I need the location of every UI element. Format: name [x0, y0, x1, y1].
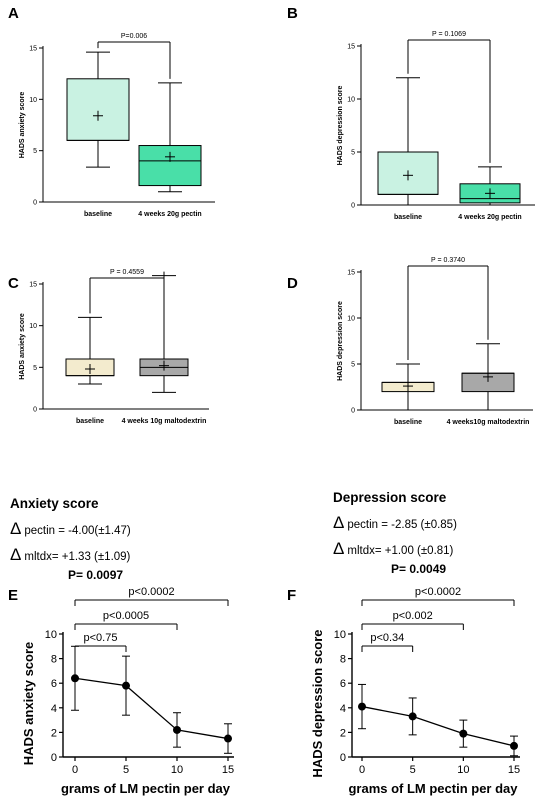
- y-tick-label-c: 15: [29, 282, 37, 289]
- p-value-label-b: P = 0.1069: [432, 31, 466, 38]
- x-axis-label-e: grams of LM pectin per day: [61, 781, 231, 796]
- category-label-a: 4 weeks 20g pectin: [138, 211, 201, 218]
- y-tick-label-c: 10: [29, 323, 37, 330]
- y-tick-label-f: 6: [340, 678, 346, 690]
- panel-letter-c: C: [8, 275, 19, 292]
- panel-letter-e: E: [8, 587, 18, 604]
- category-label-d: 4 weeks10g maltodextrin: [447, 419, 530, 426]
- y-tick-label-a: 10: [29, 97, 37, 104]
- y-tick-label-a: 15: [29, 46, 37, 53]
- y-tick-label-f: 8: [340, 654, 346, 666]
- p-value-label-a: P=0.006: [121, 33, 147, 40]
- depression-p-value: P= 0.0049: [391, 562, 447, 576]
- x-axis-label-f: grams of LM pectin per day: [348, 781, 518, 796]
- data-point-f: [459, 729, 468, 738]
- anxiety-stats-title: Anxiety score: [10, 496, 99, 511]
- y-tick-label-f: 0: [340, 752, 346, 764]
- sig-label-e: p<0.0005: [103, 610, 149, 622]
- delta-symbol: Δ: [333, 513, 345, 532]
- y-tick-label-d: 5: [351, 362, 355, 369]
- series-line-f: [361, 705, 515, 747]
- y-axis-label-b: HADS depression score: [337, 86, 344, 166]
- data-point-e: [224, 734, 232, 743]
- data-point-e: [173, 725, 181, 734]
- box-a: [138, 145, 202, 187]
- sig-label-f: p<0.0002: [415, 586, 461, 598]
- y-axis-label-a: HADS anxiety score: [19, 92, 26, 159]
- y-tick-label-f: 10: [334, 629, 346, 641]
- y-tick-label-e: 4: [51, 703, 57, 715]
- category-label-c: baseline: [76, 418, 104, 425]
- y-tick-label-a: 5: [33, 148, 37, 155]
- delta-symbol: Δ: [10, 519, 22, 538]
- y-tick-label-b: 0: [351, 203, 355, 210]
- y-tick-label-a: 0: [33, 200, 37, 207]
- category-label-d: baseline: [394, 419, 422, 426]
- x-tick-label-e: 0: [72, 764, 78, 776]
- data-point-f: [408, 712, 417, 721]
- y-tick-label-e: 6: [51, 678, 57, 690]
- y-tick-label-e: 0: [51, 752, 57, 764]
- x-tick-label-f: 15: [508, 764, 520, 776]
- x-tick-label-e: 15: [222, 764, 234, 776]
- y-axis-label-f: HADS depression score: [310, 629, 325, 777]
- p-value-label-d: P = 0.3740: [431, 257, 465, 264]
- category-label-b: baseline: [394, 214, 422, 221]
- sig-label-e: p<0.75: [84, 632, 118, 644]
- p-value-label-c: P = 0.4559: [110, 269, 144, 276]
- depression-stats-title: Depression score: [333, 490, 447, 505]
- data-point-e: [71, 674, 79, 683]
- y-tick-label-b: 10: [347, 97, 355, 104]
- data-point-f: [358, 702, 366, 711]
- y-tick-label-d: 10: [347, 316, 355, 323]
- delta-symbol: Δ: [10, 545, 22, 564]
- y-tick-label-e: 8: [51, 654, 57, 666]
- y-axis-label-e: HADS anxiety score: [21, 642, 36, 766]
- y-tick-label-f: 2: [340, 727, 346, 739]
- y-tick-label-e: 10: [45, 629, 57, 641]
- box-a: [66, 78, 130, 141]
- category-label-c: 4 weeks 10g maltodextrin: [122, 418, 207, 425]
- y-tick-label-d: 15: [347, 270, 355, 277]
- x-tick-label-f: 10: [457, 764, 469, 776]
- sig-label-f: p<0.34: [370, 632, 404, 644]
- anxiety-p-value: P= 0.0097: [68, 568, 124, 582]
- y-tick-label-b: 5: [351, 150, 355, 157]
- sig-label-f: p<0.002: [393, 610, 433, 622]
- panel-letter-f: F: [287, 587, 296, 604]
- y-tick-label-d: 0: [351, 408, 355, 415]
- y-tick-label-c: 5: [33, 365, 37, 372]
- category-label-b: 4 weeks 20g pectin: [458, 214, 521, 221]
- x-tick-label-f: 5: [410, 764, 416, 776]
- category-label-a: baseline: [84, 211, 112, 218]
- y-axis-label-c: HADS anxiety score: [19, 313, 26, 380]
- panel-letter-d: D: [287, 275, 298, 292]
- panel-letter-b: B: [287, 5, 298, 22]
- y-tick-label-e: 2: [51, 727, 57, 739]
- x-tick-label-e: 5: [123, 764, 129, 776]
- x-tick-label-f: 0: [359, 764, 365, 776]
- y-tick-label-b: 15: [347, 44, 355, 51]
- sig-label-e: p<0.0002: [128, 586, 174, 598]
- data-point-e: [122, 681, 130, 690]
- x-tick-label-e: 10: [171, 764, 183, 776]
- panel-letter-a: A: [8, 5, 19, 22]
- y-tick-label-c: 0: [33, 407, 37, 414]
- series-line-e: [74, 677, 229, 740]
- data-point-f: [510, 741, 518, 750]
- y-tick-label-f: 4: [340, 703, 346, 715]
- delta-symbol: Δ: [333, 539, 345, 558]
- y-axis-label-d: HADS depression score: [337, 301, 344, 381]
